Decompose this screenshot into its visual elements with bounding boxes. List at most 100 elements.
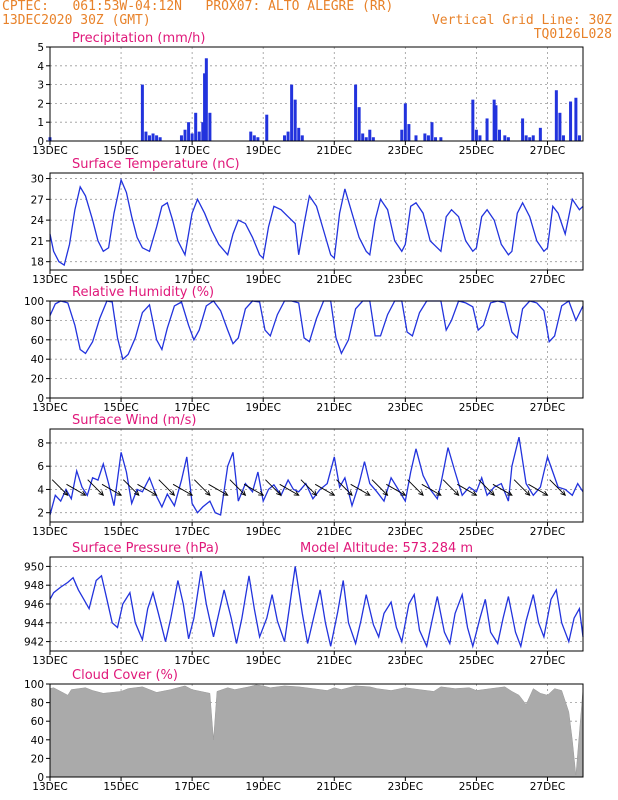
wind-arrow-head xyxy=(240,490,247,496)
x-tick-label: 21DEC xyxy=(317,526,352,538)
x-tick-label: 17DEC xyxy=(174,274,209,286)
precip-bar xyxy=(297,127,301,141)
x-tick-label: 27DEC xyxy=(530,526,565,538)
wind-arrow-head xyxy=(205,490,211,496)
x-tick-label: 19DEC xyxy=(245,526,280,538)
header-grid-note: Vertical Grid Line: 30Z xyxy=(431,13,612,28)
y-tick-label: 944 xyxy=(24,618,44,630)
precip-bar xyxy=(558,112,562,141)
precip-bar xyxy=(252,135,256,141)
wind-arrow xyxy=(193,479,211,496)
precip-bar xyxy=(300,135,304,141)
y-tick-label: 20 xyxy=(31,374,44,386)
x-tick-label: 21DEC xyxy=(317,402,352,414)
x-tick-label: 13DEC xyxy=(32,402,67,414)
panel-subtitle: Model Altitude: 573.284 m xyxy=(300,541,473,556)
precip-bar xyxy=(423,133,427,141)
plot-border xyxy=(49,300,584,399)
x-tick-label: 19DEC xyxy=(245,402,280,414)
precip-bar xyxy=(249,131,253,141)
x-tick-label: 17DEC xyxy=(174,145,209,157)
wind-arrow-head xyxy=(169,490,176,496)
precip-bar xyxy=(204,58,208,141)
precip-bar xyxy=(485,118,489,141)
precip-bar xyxy=(197,131,201,141)
wind-arrow xyxy=(407,479,424,496)
y-tick-label: 942 xyxy=(24,637,44,649)
x-tick-label: 15DEC xyxy=(103,274,138,286)
x-tick-label: 21DEC xyxy=(317,274,352,286)
wind-arrow xyxy=(122,479,140,496)
panel-title: Surface Temperature (nC) xyxy=(72,157,240,172)
precip-bar xyxy=(492,99,496,141)
wind-arrow-head xyxy=(62,490,69,496)
panel-pres: 942 944 946 948 950 13DEC 15DEC 17DEC 19DEC 21DEC… xyxy=(24,541,584,667)
wind-arrow xyxy=(87,479,104,496)
wind-arrow xyxy=(549,479,566,496)
cloud-area xyxy=(49,684,584,778)
wind-arrow xyxy=(478,479,495,496)
y-tick-label: 5 xyxy=(37,42,44,54)
y-tick-label: 21 xyxy=(31,236,44,248)
x-tick-label: 19DEC xyxy=(245,145,280,157)
header-code: TQ0126L028 xyxy=(533,27,612,42)
precip-bar xyxy=(577,135,581,141)
x-tick-label: 19DEC xyxy=(245,274,280,286)
y-tick-label: 100 xyxy=(24,296,44,308)
precip-bar xyxy=(403,103,407,141)
precip-bar xyxy=(554,90,558,141)
y-tick-label: 0 xyxy=(37,393,44,405)
precip-bar xyxy=(364,137,368,141)
precip-bar xyxy=(414,135,418,141)
precip-bar xyxy=(506,137,510,141)
wind-arrow-head xyxy=(453,490,460,496)
wind-arrow-head xyxy=(435,490,442,496)
precip-bar xyxy=(286,131,290,141)
wind-arrow xyxy=(421,483,442,496)
precip-bar xyxy=(354,84,358,141)
panel-title: Relative Humidity (%) xyxy=(72,285,214,300)
x-tick-label: 27DEC xyxy=(530,781,565,793)
x-tick-label: 25DEC xyxy=(459,274,494,286)
precip-bar xyxy=(430,122,434,141)
precip-bar xyxy=(400,129,404,141)
wind-arrow-head xyxy=(98,490,105,496)
x-tick-label: 25DEC xyxy=(459,145,494,157)
wind-arrow-head xyxy=(151,490,158,496)
wind-arrow-head xyxy=(80,490,87,496)
wind-arrow-head xyxy=(133,490,140,496)
x-tick-label: 15DEC xyxy=(103,402,138,414)
x-tick-label: 17DEC xyxy=(174,655,209,667)
precip-bar xyxy=(201,122,205,141)
wind-arrow-head xyxy=(418,490,424,496)
wind-arrow-head xyxy=(222,490,229,496)
precip-bar xyxy=(187,122,191,141)
precip-bar xyxy=(434,137,438,141)
y-tick-label: 100 xyxy=(24,679,44,691)
y-tick-label: 2 xyxy=(37,508,44,520)
y-tick-label: 30 xyxy=(31,174,44,186)
wind-arrow xyxy=(265,479,282,496)
x-tick-label: 23DEC xyxy=(388,402,423,414)
x-tick-label: 15DEC xyxy=(103,145,138,157)
precip-bar xyxy=(155,135,159,141)
y-tick-label: 4 xyxy=(37,61,44,73)
x-tick-label: 13DEC xyxy=(32,145,67,157)
wind-arrow-head xyxy=(506,490,513,496)
precip-bar xyxy=(144,131,148,141)
y-tick-label: 18 xyxy=(31,257,44,269)
wind-arrow xyxy=(442,479,459,496)
x-tick-label: 27DEC xyxy=(530,655,565,667)
precip-bar xyxy=(426,135,430,141)
y-tick-label: 40 xyxy=(31,354,44,366)
y-tick-label: 0 xyxy=(37,136,44,148)
wind-arrow-head xyxy=(276,490,282,496)
y-tick-label: 60 xyxy=(31,335,44,347)
precip-bar xyxy=(179,135,183,141)
x-tick-label: 27DEC xyxy=(530,145,565,157)
y-tick-label: 24 xyxy=(31,215,45,227)
wind-arrow xyxy=(279,483,299,496)
wind-arrow-head xyxy=(116,490,122,496)
precip-bar xyxy=(497,129,501,141)
y-tick-label: 948 xyxy=(24,580,44,592)
